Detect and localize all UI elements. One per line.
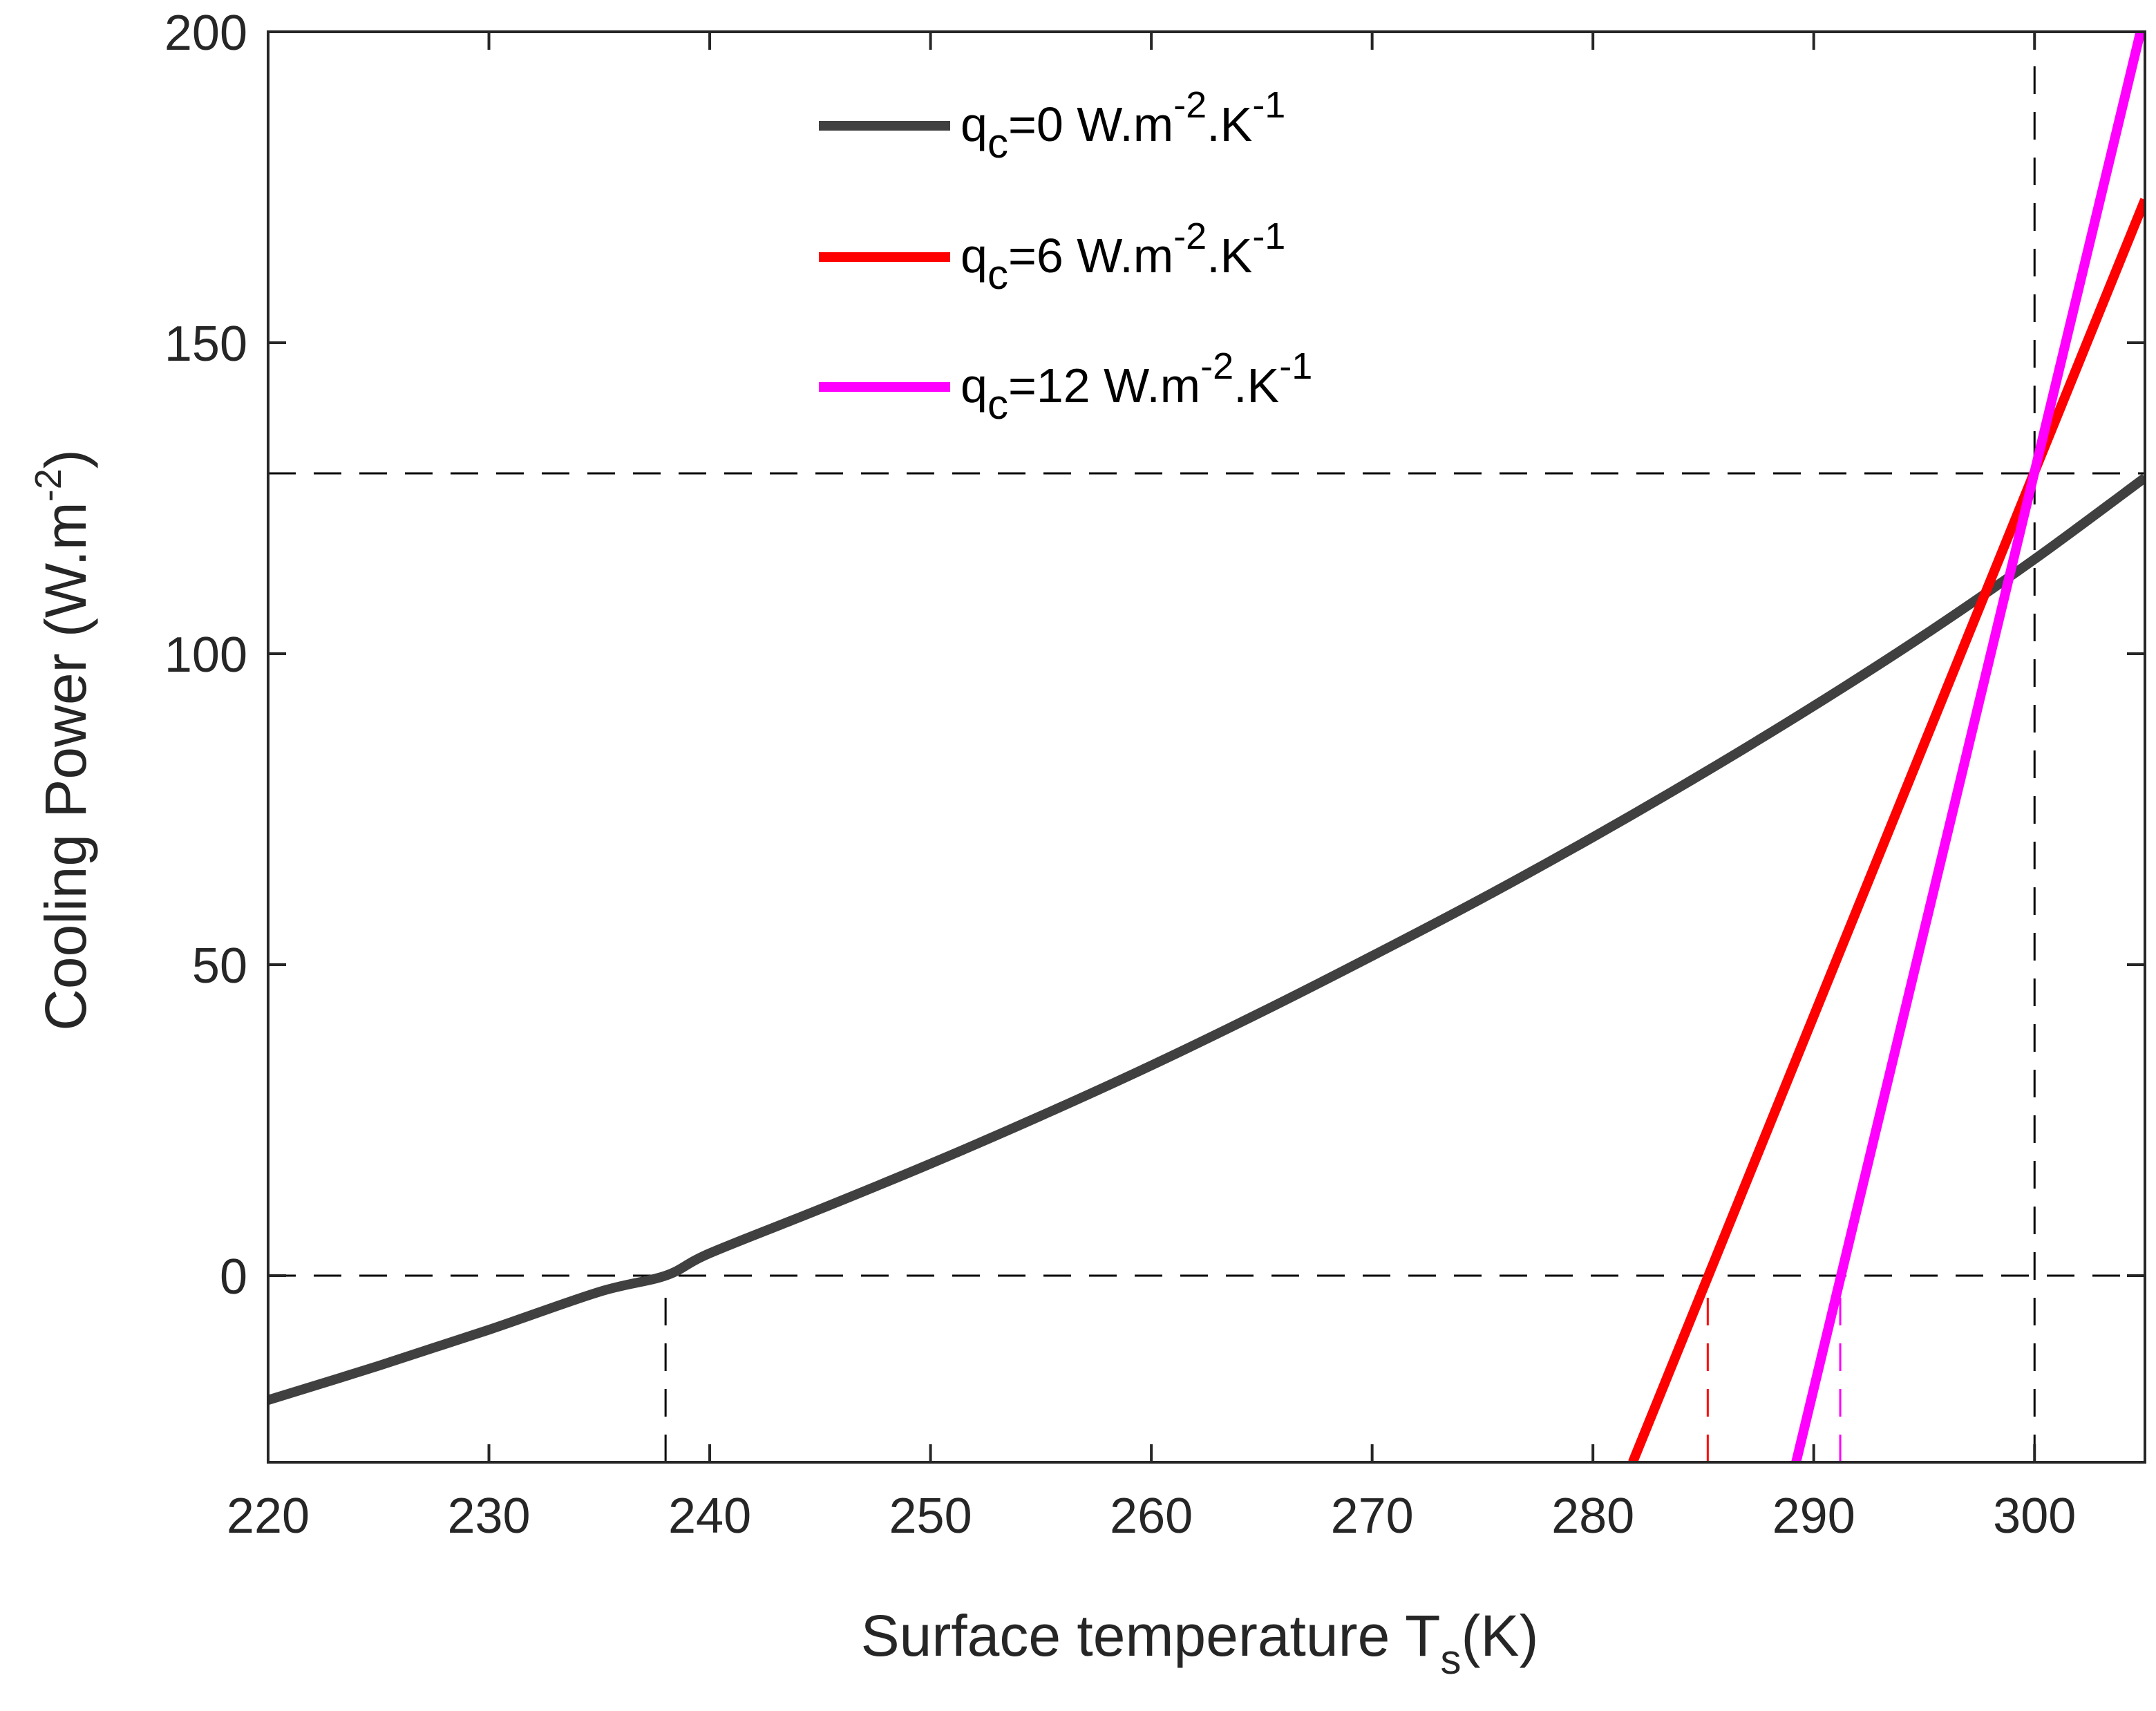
x-tick-label-220: 220	[227, 1488, 310, 1544]
x-tick-label-250: 250	[889, 1488, 972, 1544]
y-tick-label-100: 100	[164, 627, 247, 683]
legend: qc=0 W.m-2.K-1 qc=6 W.m-2.K-1 qc=12 W.m-…	[819, 84, 1312, 428]
y-tick-label-50: 50	[192, 938, 247, 994]
series-line-qc-0	[268, 473, 2145, 1405]
x-tick-label-270: 270	[1331, 1488, 1414, 1544]
x-tick-label-260: 260	[1110, 1488, 1193, 1544]
x-tick-label-300: 300	[1993, 1488, 2076, 1544]
plot-frame	[267, 30, 2146, 1464]
x-tick-label-290: 290	[1772, 1488, 1855, 1544]
x-tick-label-280: 280	[1551, 1488, 1634, 1544]
axis-ticks: 220 230 240 250 260 270 280 290 300 0 50 100 150 200	[164, 6, 2145, 1544]
reference-lines	[268, 32, 2145, 1462]
y-tick-label-150: 150	[164, 316, 247, 372]
x-tick-label-230: 230	[447, 1488, 530, 1544]
series-lines	[268, 32, 2145, 1462]
y-tick-label-200: 200	[164, 6, 247, 61]
y-axis-title: Cooling Power (W.m-2)	[28, 449, 98, 1031]
legend-label-qc12: qc=12 W.m-2.K-1	[961, 346, 1312, 428]
legend-label-qc6: qc=6 W.m-2.K-1	[961, 216, 1285, 298]
series-line-qc-6	[1628, 198, 2145, 1462]
x-tick-label-240: 240	[668, 1488, 751, 1544]
y-tick-label-0: 0	[220, 1249, 247, 1305]
series-line-qc-12	[1791, 32, 2145, 1462]
legend-label-qc0: qc=0 W.m-2.K-1	[961, 84, 1285, 167]
x-axis-title: Surface temperature Ts(K)	[861, 1603, 1539, 1683]
